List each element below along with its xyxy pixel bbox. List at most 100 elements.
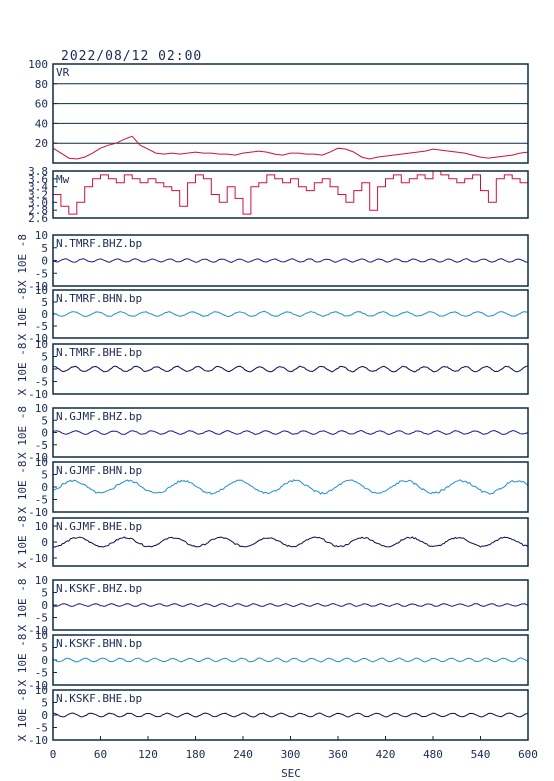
y-tick-label: 3.0 [28, 196, 48, 209]
series-label: N.KSKF.BHE.bp [56, 692, 142, 705]
y-tick-label: -10 [28, 552, 48, 565]
y-tick-label: 5 [41, 469, 48, 482]
y-tick-label: 0 [41, 599, 48, 612]
series-label: N.GJMF.BHZ.bp [56, 410, 142, 423]
y-unit-label: X 10E -8 [16, 288, 29, 341]
y-tick-label: -10 [28, 332, 48, 345]
y-tick-label: 3.4 [28, 181, 48, 194]
y-tick-label: 10 [35, 629, 48, 642]
y-tick-label: 3.2 [28, 189, 48, 202]
panel-frame [52, 461, 529, 513]
y-tick-label: 80 [35, 78, 48, 91]
y-tick-label: 100 [28, 58, 48, 71]
series-line [52, 536, 529, 548]
y-unit-label: X 10E -8 [16, 516, 29, 569]
y-tick-label: -5 [35, 376, 48, 389]
y-unit-label: X 10E -8 [16, 689, 29, 742]
y-tick-label: -5 [35, 267, 48, 280]
x-tick-label: 240 [233, 748, 253, 761]
y-tick-label: -10 [28, 734, 48, 747]
y-unit-label: X 10E -8 [16, 579, 29, 632]
y-tick-label: 20 [35, 137, 48, 150]
y-tick-label: -5 [35, 722, 48, 735]
series-line [52, 135, 529, 160]
series-line [52, 365, 529, 373]
x-tick-label: 120 [138, 748, 158, 761]
series-label: N.TMRF.BHZ.bp [56, 237, 142, 250]
y-tick-label: 5 [41, 414, 48, 427]
series-label: N.GJMF.BHN.bp [56, 464, 142, 477]
y-unit-label: X 10E -8 [16, 234, 29, 287]
series-line [52, 602, 529, 608]
y-tick-label: -10 [28, 624, 48, 637]
series-line [52, 429, 529, 435]
y-tick-label: 2.6 [28, 212, 48, 225]
y-tick-label: 0 [41, 427, 48, 440]
y-tick-label: -5 [35, 612, 48, 625]
y-tick-label: -5 [35, 494, 48, 507]
x-tick-label: 300 [281, 748, 301, 761]
series-line [52, 479, 529, 495]
y-tick-label: 0 [41, 308, 48, 321]
y-tick-label: 10 [35, 520, 48, 533]
y-unit-label: X 10E -8 [16, 343, 29, 396]
panel-frame [52, 634, 529, 686]
y-tick-label: 5 [41, 296, 48, 309]
series-label: Mw [56, 173, 70, 186]
x-tick-label: 480 [423, 748, 443, 761]
series-label: N.TMRF.BHE.bp [56, 346, 142, 359]
y-unit-label: X 10E -8 [16, 406, 29, 459]
y-tick-label: 10 [35, 574, 48, 587]
series-label: VR [56, 66, 70, 79]
y-tick-label: 40 [35, 117, 48, 130]
y-tick-label: 0 [41, 481, 48, 494]
y-tick-label: 5 [41, 587, 48, 600]
x-tick-label: 420 [376, 748, 396, 761]
series-line [53, 170, 529, 215]
x-tick-label: 540 [471, 748, 491, 761]
x-tick-label: 60 [94, 748, 107, 761]
y-tick-label: 5 [41, 697, 48, 710]
x-tick-label: 360 [328, 748, 348, 761]
y-unit-label: X 10E -8 [16, 634, 29, 687]
series-label: N.KSKF.BHZ.bp [56, 582, 142, 595]
y-tick-label: 5 [41, 351, 48, 364]
panel-frame [52, 170, 529, 219]
y-tick-label: -5 [35, 439, 48, 452]
panel-frame [52, 517, 529, 567]
y-tick-label: 0 [41, 654, 48, 667]
series-line [52, 310, 529, 318]
y-tick-label: 5 [41, 642, 48, 655]
y-tick-label: -10 [28, 451, 48, 464]
y-tick-label: 10 [35, 402, 48, 415]
x-tick-label: 0 [50, 748, 57, 761]
page-title: 2022/08/12 02:00 [61, 49, 203, 64]
y-tick-label: 2.8 [28, 204, 48, 217]
series-label: N.GJMF.BHE.bp [56, 520, 142, 533]
series-label: N.TMRF.BHN.bp [56, 292, 142, 305]
y-unit-label: X 10E -8 [16, 461, 29, 514]
y-tick-label: -5 [35, 667, 48, 680]
y-tick-label: 0 [41, 709, 48, 722]
y-tick-label: 10 [35, 284, 48, 297]
series-line [52, 258, 529, 263]
x-axis-label: SEC [281, 767, 301, 780]
panel-frame [52, 63, 529, 164]
panel-frame [52, 289, 529, 339]
y-tick-label: 0 [41, 363, 48, 376]
y-tick-label: 3.8 [28, 165, 48, 178]
y-tick-label: 5 [41, 242, 48, 255]
panel-frame [52, 407, 529, 458]
y-tick-label: 10 [35, 456, 48, 469]
y-tick-label: -5 [35, 320, 48, 333]
y-tick-label: 10 [35, 229, 48, 242]
y-tick-label: 0 [41, 255, 48, 268]
x-tick-label: 180 [186, 748, 206, 761]
x-tick-label: 600 [518, 748, 538, 761]
y-tick-label: 3.6 [28, 173, 48, 186]
panel-frame [52, 234, 529, 287]
panel-frame [52, 579, 529, 631]
y-tick-label: -10 [28, 388, 48, 401]
y-tick-label: -10 [28, 506, 48, 519]
y-tick-label: 10 [35, 338, 48, 351]
